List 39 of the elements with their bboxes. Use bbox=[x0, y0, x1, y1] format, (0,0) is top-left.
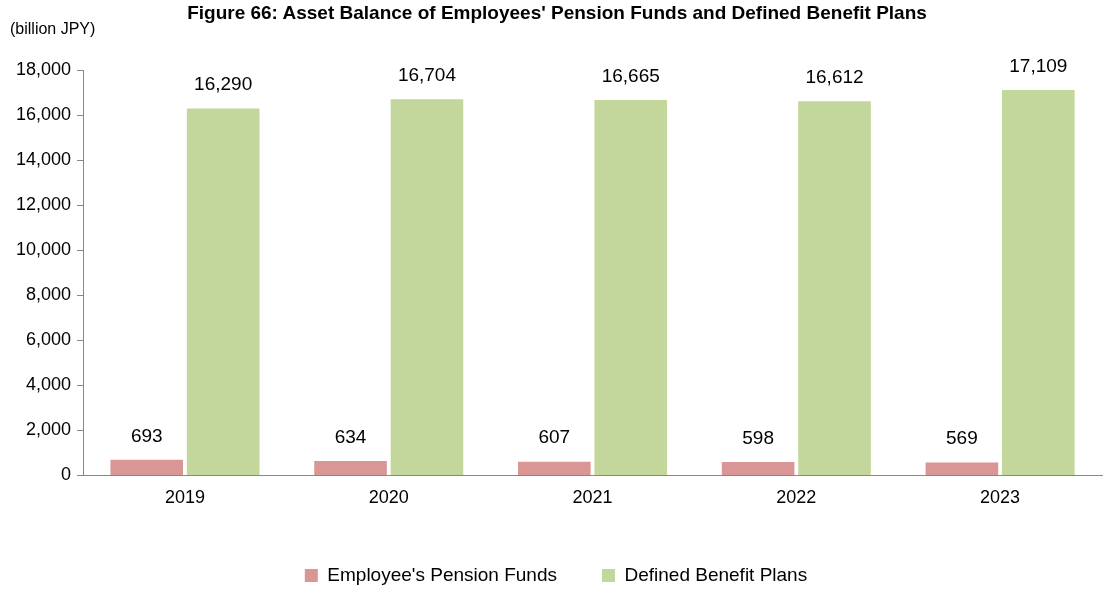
x-tick-label: 2023 bbox=[980, 487, 1021, 508]
x-tick-label: 2020 bbox=[368, 487, 409, 508]
data-label: 16,665 bbox=[601, 64, 660, 86]
legend-label: Employee's Pension Funds bbox=[327, 563, 557, 585]
y-tick-label: 8,000 bbox=[26, 284, 72, 305]
x-tick-label: 2022 bbox=[776, 487, 817, 508]
data-label: 16,704 bbox=[397, 63, 457, 85]
legend-label: Defined Benefit Plans bbox=[624, 563, 808, 585]
bar bbox=[518, 461, 591, 475]
bar bbox=[186, 108, 260, 475]
bar bbox=[390, 99, 464, 475]
bar bbox=[314, 461, 387, 475]
bar bbox=[798, 101, 871, 475]
x-tick-label: 2021 bbox=[572, 487, 613, 508]
y-tick-label: 14,000 bbox=[15, 149, 72, 170]
data-label: 17,109 bbox=[1009, 54, 1068, 76]
y-tick-label: 16,000 bbox=[15, 104, 72, 125]
y-tick-label: 18,000 bbox=[15, 58, 72, 79]
bar bbox=[110, 459, 184, 475]
y-tick-label: 0 bbox=[61, 464, 72, 485]
bar bbox=[925, 462, 999, 475]
bar bbox=[721, 461, 795, 475]
data-label: 634 bbox=[334, 425, 367, 447]
data-label: 598 bbox=[742, 426, 774, 448]
chart-title: Figure 66: Asset Balance of Employees' Pension Funds and Defined Benefit Plans bbox=[187, 2, 927, 23]
y-tick-label: 2,000 bbox=[26, 419, 72, 440]
data-label: 607 bbox=[538, 426, 571, 448]
x-tick-label: 2019 bbox=[164, 487, 205, 508]
data-label: 693 bbox=[130, 424, 163, 446]
y-axis-title: (billion JPY) bbox=[10, 20, 96, 38]
y-tick-label: 10,000 bbox=[15, 239, 72, 260]
y-tick-label: 6,000 bbox=[26, 329, 72, 350]
bar bbox=[594, 100, 668, 475]
data-label: 16,290 bbox=[194, 73, 253, 95]
y-tick-label: 12,000 bbox=[15, 194, 72, 215]
bar bbox=[1002, 90, 1075, 475]
y-tick-label: 4,000 bbox=[26, 374, 72, 395]
data-label: 16,612 bbox=[805, 66, 864, 87]
data-label: 569 bbox=[946, 427, 978, 449]
